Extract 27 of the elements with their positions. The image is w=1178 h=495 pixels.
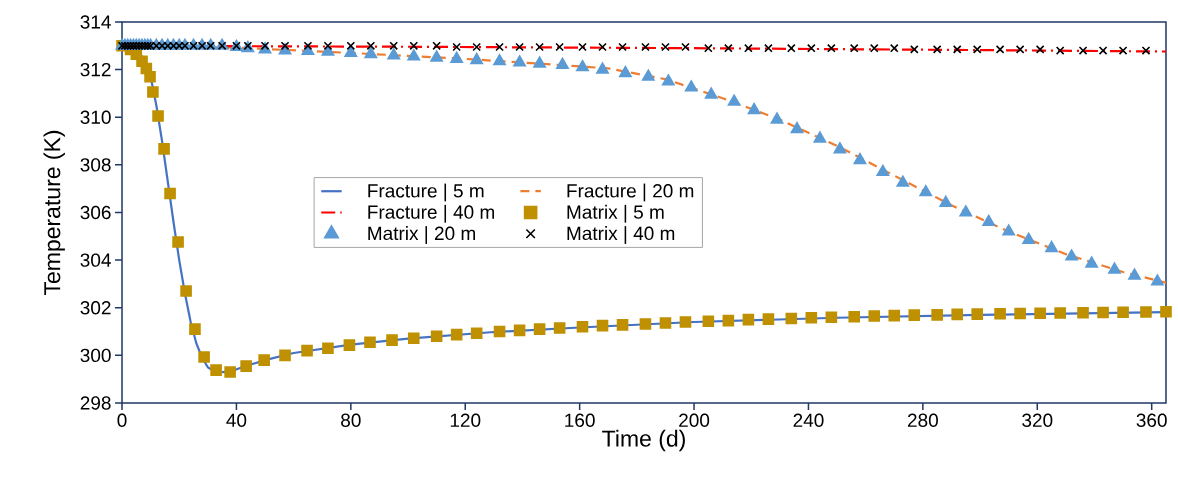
legend-label: Matrix | 40 m [567, 226, 675, 244]
y-tick-label: 304 [80, 253, 111, 267]
x-tick-label: 200 [679, 413, 710, 427]
x-tick-label: 120 [450, 413, 481, 427]
legend-label: Fracture | 40 m [368, 204, 495, 223]
y-tick-label: 302 [80, 301, 111, 315]
x-axis-title: Time (d) [602, 429, 685, 452]
y-tick-label: 306 [80, 205, 111, 220]
y-tick-label: 310 [80, 110, 111, 124]
x-tick-label: 240 [793, 413, 824, 427]
y-tick-label: 300 [80, 348, 111, 363]
legend-label: Fracture | 20 m [567, 183, 694, 202]
x-tick-label: 280 [907, 413, 938, 427]
y-tick-label: 314 [80, 15, 111, 29]
x-tick-label: 0 [117, 413, 127, 427]
y-tick-label: 308 [80, 158, 111, 172]
x-tick-label: 160 [565, 413, 595, 427]
legend-label: Matrix | 5 m [567, 204, 664, 223]
y-tick-label: 298 [80, 396, 111, 410]
x-tick-label: 360 [1136, 413, 1167, 427]
x-tick-label: 80 [341, 413, 361, 427]
y-tick-label: 312 [80, 62, 111, 77]
legend-label: Fracture | 5 m [368, 183, 484, 202]
legend-label: Matrix | 20 m [368, 226, 475, 244]
x-tick-label: 320 [1022, 413, 1053, 427]
y-axis-title: Temperature (K) [43, 130, 65, 296]
x-tick-label: 40 [226, 413, 247, 427]
